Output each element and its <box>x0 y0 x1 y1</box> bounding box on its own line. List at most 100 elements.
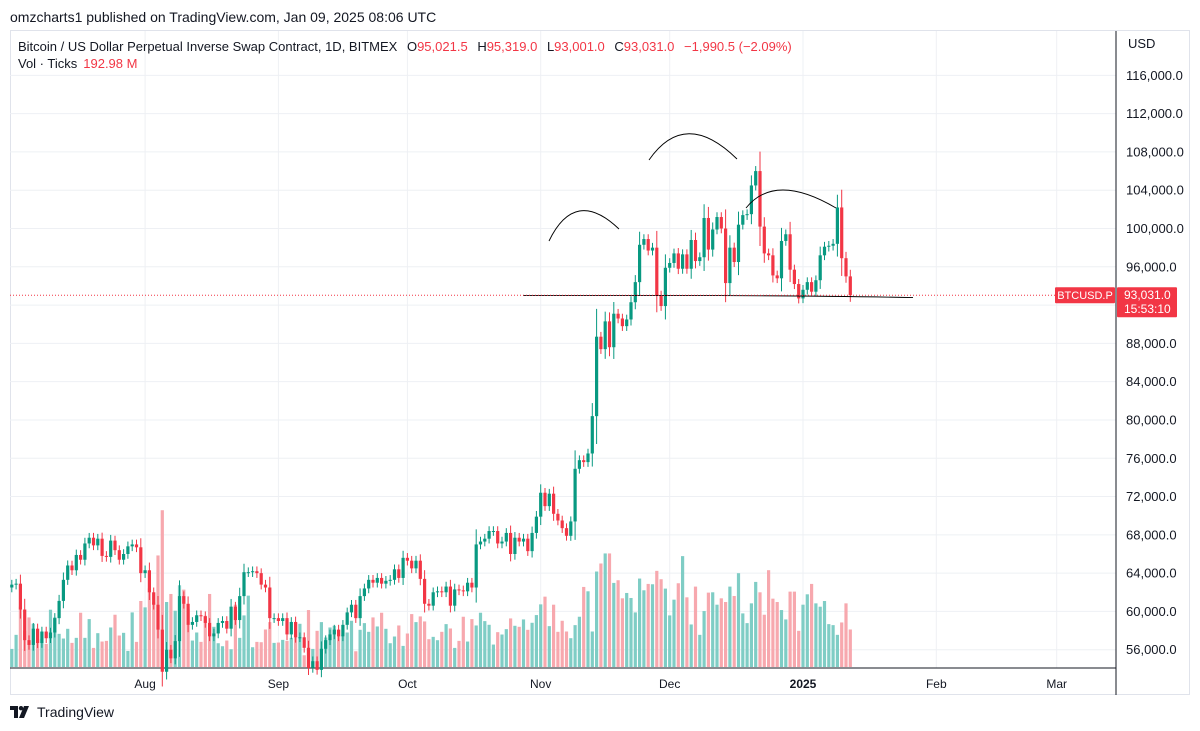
volume-bar <box>220 646 225 667</box>
volume-bar <box>160 510 164 667</box>
volume-bar <box>715 604 719 667</box>
symbol-title[interactable]: Bitcoin / US Dollar Perpetual Inverse Sw… <box>18 39 398 54</box>
tradingview-logo-text: TradingView <box>37 704 115 720</box>
high-label: H <box>477 39 487 54</box>
low-value: 93,001.0 <box>554 39 605 54</box>
y-tick-label: 96,000.0 <box>1126 259 1177 274</box>
volume-bar <box>61 638 65 667</box>
candle-body <box>182 596 186 604</box>
candle-body <box>384 580 388 584</box>
candle-body <box>160 629 164 672</box>
candle-body <box>18 583 22 610</box>
candle-body <box>414 560 418 569</box>
volume-bar <box>564 631 569 667</box>
tradingview-logo[interactable]: TradingView <box>10 704 114 720</box>
candle-body <box>311 661 315 668</box>
volume-bar <box>397 625 401 667</box>
candle-body <box>134 544 139 548</box>
volume-bar <box>642 590 646 667</box>
volume-bar <box>70 642 74 667</box>
candle-body <box>724 228 728 284</box>
candle-body <box>521 538 526 542</box>
volume-bar <box>165 602 169 667</box>
volume-bar <box>758 592 762 667</box>
candle-body <box>517 537 521 542</box>
candle-body <box>229 606 233 629</box>
volume-bar <box>496 632 500 667</box>
candle-body <box>835 207 839 244</box>
currency-button[interactable]: USD <box>1120 31 1188 57</box>
candle-body <box>676 253 680 269</box>
volume-bar <box>126 650 130 667</box>
legend-row-volume: Vol · Ticks 192.98 M <box>18 55 792 72</box>
symbol-tag-label: BTCUSD.P <box>1057 290 1113 302</box>
candle-body <box>276 618 280 622</box>
candle-body <box>397 569 401 578</box>
candle-body <box>749 185 753 215</box>
candle-body <box>715 217 719 230</box>
volume-bar <box>453 647 457 667</box>
y-tick-label: 64,000.0 <box>1126 566 1177 581</box>
volume-bar <box>18 606 22 667</box>
candle-body <box>689 240 693 269</box>
candle-body <box>251 571 255 573</box>
candle-body <box>698 257 702 262</box>
candle-body <box>117 550 121 560</box>
volume-bar <box>655 570 659 667</box>
volume-bar <box>801 604 805 667</box>
x-tick-label: Nov <box>530 677 551 691</box>
candle-body <box>83 543 87 560</box>
volume-bar <box>169 593 173 667</box>
candle-body <box>827 245 831 247</box>
candle-body <box>362 588 366 597</box>
volume-bar <box>844 603 848 667</box>
volume-label[interactable]: Vol · Ticks <box>18 56 78 71</box>
candle-body <box>440 591 444 593</box>
volume-bar <box>603 553 607 667</box>
volume-bar <box>487 624 491 667</box>
candle-body <box>620 318 624 327</box>
volume-bar <box>405 633 409 667</box>
candle-body <box>573 468 577 522</box>
candle-body <box>156 604 160 630</box>
candle-body <box>569 521 573 536</box>
volume-bar <box>40 638 44 667</box>
candle-body <box>27 640 31 645</box>
volume-bar <box>827 624 831 667</box>
volume-bar <box>797 630 801 667</box>
volume-bar <box>500 634 504 667</box>
x-tick-label: Dec <box>659 677 680 691</box>
candle-body <box>805 282 809 290</box>
volume-bar <box>367 631 371 667</box>
candle-body <box>285 618 289 635</box>
y-tick-label: 104,000.0 <box>1126 183 1184 198</box>
candle-body <box>306 647 311 668</box>
candle-body <box>466 582 470 592</box>
volume-bar <box>629 597 633 667</box>
volume-bar <box>448 628 452 667</box>
volume-bar <box>582 586 586 667</box>
candle-body <box>496 531 500 544</box>
volume-bar <box>457 640 461 667</box>
volume-bar <box>638 578 642 667</box>
candle-body <box>332 629 336 635</box>
volume-bar <box>466 641 470 667</box>
neckline-annotation <box>523 295 914 298</box>
candle-body <box>165 649 169 672</box>
candle-body <box>530 532 534 552</box>
candle-body <box>844 258 848 277</box>
candle-body <box>48 632 53 639</box>
volume-bar <box>380 612 384 667</box>
volume-bar <box>440 631 444 667</box>
candle-body <box>586 453 590 463</box>
candle-body <box>122 553 126 560</box>
volume-bar <box>736 573 741 667</box>
candle-body <box>268 587 272 619</box>
volume-bar <box>491 644 495 667</box>
y-tick-label: 112,000.0 <box>1126 106 1183 121</box>
volume-bar <box>530 622 534 667</box>
volume-bar <box>835 634 839 667</box>
candle-body <box>40 631 44 644</box>
candle-body <box>328 634 332 641</box>
